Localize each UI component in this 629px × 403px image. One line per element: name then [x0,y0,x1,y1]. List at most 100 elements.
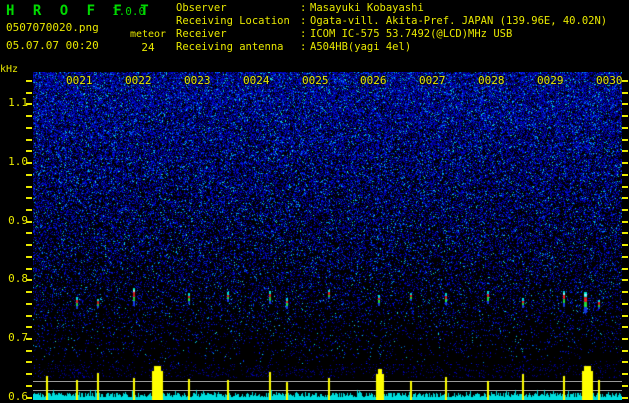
y-axis-tick [26,350,32,352]
y-axis-tick [26,279,32,281]
y-axis-tick [26,361,32,363]
y-axis-tick-right [622,221,628,223]
y-axis-tick [26,150,32,152]
y-axis-tick-right [622,92,628,94]
metadata-value: ICOM IC-575 53.7492(@LCD)MHz USB [310,28,513,40]
y-axis-tick [26,232,32,234]
y-axis-tick [26,139,32,141]
metadata-value: A504HB(yagi 4el) [310,41,412,53]
y-axis-tick-right [622,80,628,82]
x-axis-time-label: 0021 [66,74,93,87]
metadata-key: Receiving antenna [176,41,284,53]
y-axis-tick-right [622,197,628,199]
metadata-row: Observer : Masayuki Kobayashi [176,2,607,15]
meteor-count-caption: meteor [129,29,167,40]
y-axis-unit-label: kHz [0,64,19,75]
y-axis-tick-right [622,139,628,141]
metadata-key: Receiver [176,28,227,40]
y-axis-tick-label: 0.7 [8,331,28,345]
y-axis-tick [26,197,32,199]
y-axis-tick-label: 1.0 [8,155,28,169]
y-axis-tick [26,186,32,188]
y-axis-tick-right [622,115,628,117]
y-axis-tick-label: 0.8 [8,272,28,286]
meteor-count-value: 24 [141,41,155,54]
metadata-row: Receiving antenna : A504HB(yagi 4el) [176,41,607,54]
y-axis-tick [26,209,32,211]
y-axis-tick-right [622,174,628,176]
x-axis-time-label: 0024 [243,74,270,87]
y-axis-tick-right [622,350,628,352]
y-axis-tick-right [622,385,628,387]
y-axis-tick-right [622,373,628,375]
y-axis-tick-right [622,397,628,399]
y-axis-tick-right [622,244,628,246]
x-axis-time-label: 0023 [184,74,211,87]
y-axis-tick-right [622,303,628,305]
y-axis-tick [26,385,32,387]
y-axis-tick [26,303,32,305]
metadata-block: Observer : Masayuki Kobayashi Receiving … [176,2,607,54]
y-axis-tick [26,80,32,82]
metadata-value: Masayuki Kobayashi [310,2,424,14]
y-axis-tick [26,115,32,117]
y-axis-tick-right [622,291,628,293]
y-axis-tick-right [622,162,628,164]
x-axis-time-label: 0030 [596,74,622,87]
y-axis-tick [26,315,32,317]
y-axis-tick [26,291,32,293]
y-axis-tick [26,326,32,328]
metadata-separator: : [300,15,307,27]
y-axis-tick-right [622,256,628,258]
y-axis-tick [26,162,32,164]
y-axis-tick-label: 1.1 [8,96,28,110]
x-axis-time-label: 0027 [419,74,446,87]
x-axis-time-label: 0029 [537,74,564,87]
y-axis-tick-right [622,150,628,152]
metadata-separator: : [300,2,307,14]
app-logo: H R O F F T [6,3,154,19]
datetime-label: 05.07.07 00:20 [6,39,99,52]
y-axis-tick [26,174,32,176]
y-axis-tick-right [622,127,628,129]
filename-label: 0507070020.png [6,21,99,34]
y-axis-tick-right [622,361,628,363]
y-axis-tick-right [622,268,628,270]
x-axis-time-label: 0028 [478,74,505,87]
y-axis-tick-right [622,326,628,328]
y-axis-tick [26,397,32,399]
y-axis-tick-right [622,186,628,188]
metadata-separator: : [300,41,307,53]
y-axis-tick-label: 0.6 [8,389,28,403]
amplitude-strip-chart[interactable] [33,364,622,400]
y-axis-tick-right [622,209,628,211]
y-axis-tick-right [622,315,628,317]
x-axis-time-label: 0025 [302,74,329,87]
y-axis-tick [26,373,32,375]
y-axis-tick [26,221,32,223]
spectrogram-canvas[interactable]: 0021 0022 0023 0024 0025 0026 0027 0028 0029 0030 [33,72,622,364]
metadata-row: Receiving Location : Ogata-vill. Akita-P… [176,15,607,28]
y-axis-tick [26,244,32,246]
strip-chart-canvas [33,364,622,400]
y-axis-tick [26,338,32,340]
y-axis-tick-right [622,279,628,281]
metadata-key: Receiving Location [176,15,290,27]
metadata-row: Receiver : ICOM IC-575 53.7492(@LCD)MHz … [176,28,607,41]
y-axis-tick [26,268,32,270]
y-axis-tick [26,92,32,94]
y-axis-tick-right [622,232,628,234]
metadata-key: Observer [176,2,227,14]
y-axis-tick-label: 0.9 [8,213,28,227]
y-axis-tick [26,103,32,105]
x-axis-time-label: 0022 [125,74,152,87]
metadata-value: Ogata-vill. Akita-Pref. JAPAN (139.96E, … [310,15,608,27]
y-axis-tick [26,127,32,129]
y-axis-tick-right [622,103,628,105]
spectrogram-noise-layer [33,72,622,364]
y-axis-tick-right [622,338,628,340]
header-panel: H R O F F T 1.0.0 0507070020.png 05.07.0… [0,0,629,62]
x-axis-time-label: 0026 [360,74,387,87]
metadata-separator: : [300,28,307,40]
